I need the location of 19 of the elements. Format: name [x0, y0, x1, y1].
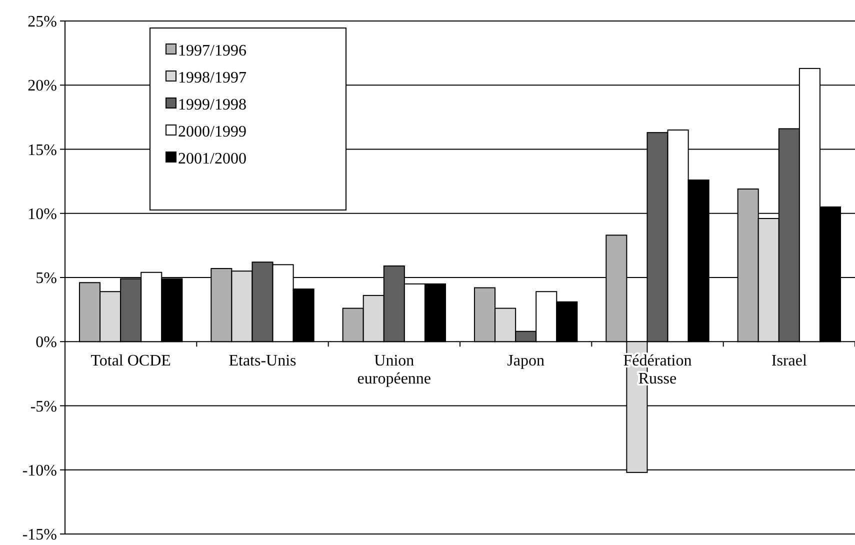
- legend-label: 1998/1997: [178, 70, 246, 87]
- y-tick-label: 25%: [28, 14, 57, 31]
- y-tick-label: -15%: [22, 526, 57, 544]
- y-tick-label: 20%: [28, 78, 57, 95]
- x-tick-label: Total OCDE: [90, 352, 171, 370]
- legend-label: 1999/1998: [178, 96, 246, 114]
- x-tick-label: Israel: [771, 352, 808, 370]
- legend-label: 2001/2000: [178, 150, 246, 168]
- y-tick-label: 10%: [28, 206, 57, 223]
- y-tick-label: 5%: [36, 270, 57, 288]
- x-tick-label: Etats-Unis: [228, 352, 296, 370]
- legend-label: 1997/1996: [178, 42, 246, 60]
- x-tick-label: Union européenne: [357, 352, 432, 388]
- y-tick-label: -5%: [30, 398, 57, 416]
- x-tick-label: Japon: [507, 352, 544, 370]
- y-tick-label: -10%: [22, 462, 57, 480]
- legend-label: 2000/1999: [178, 124, 246, 141]
- y-tick-label: 0%: [36, 334, 57, 352]
- y-tick-label: 15%: [28, 142, 57, 159]
